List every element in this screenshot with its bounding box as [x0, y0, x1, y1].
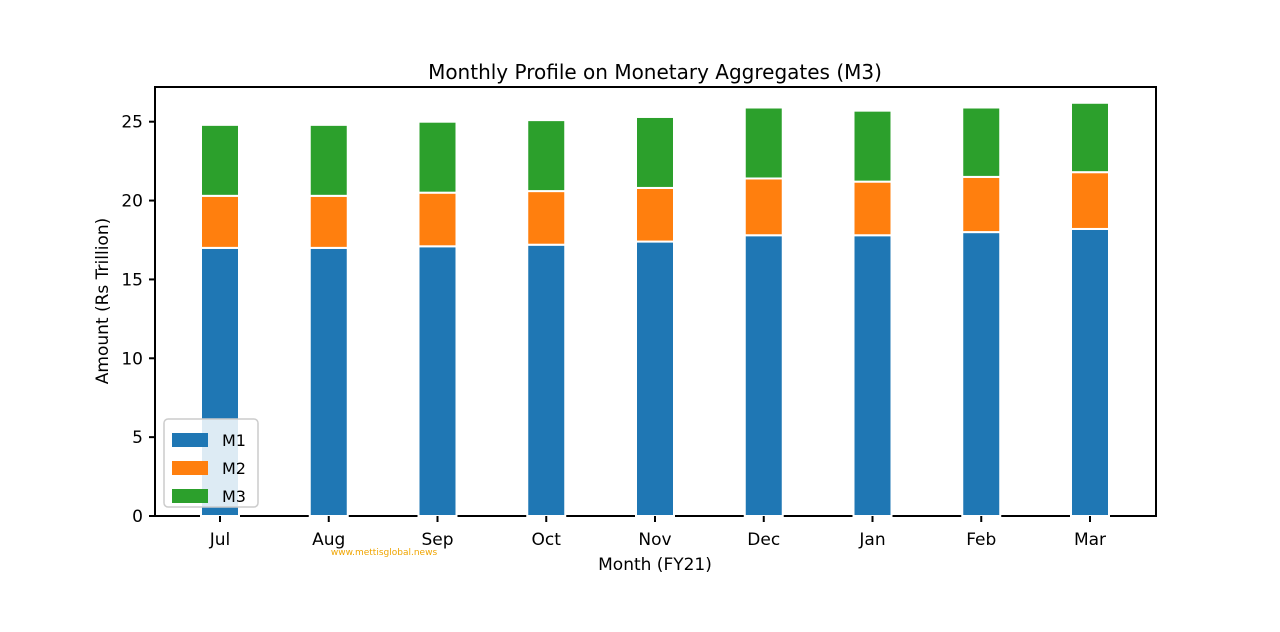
bar-m1-aug: [308, 246, 349, 517]
x-axis: Jul Aug Sep Oct Nov Dec Jan Feb Mar: [209, 516, 1106, 550]
x-tick-label: Jul: [209, 530, 231, 550]
y-tick-label: 10: [121, 349, 143, 369]
bar-m3-jul: [200, 123, 240, 197]
bar-m1-jan: [852, 234, 893, 517]
x-tick-label: Dec: [747, 530, 780, 550]
bar-m1-oct: [526, 243, 567, 517]
legend-swatch-m2: [172, 461, 208, 475]
legend-label-m3: M3: [222, 487, 246, 506]
y-tick-label: 25: [121, 113, 143, 133]
x-tick-label: Oct: [532, 530, 562, 550]
x-tick-label: Jan: [858, 530, 885, 550]
bar-m1-feb: [961, 231, 1002, 517]
bar-m3-mar: [1070, 101, 1110, 174]
bar-m3-sep: [417, 120, 458, 194]
bar-m3-jan: [852, 109, 893, 183]
x-tick-label: Nov: [638, 530, 671, 550]
x-tick-label: Feb: [966, 530, 996, 550]
bar-m2-dec: [743, 177, 784, 237]
y-tick-label: 15: [121, 270, 143, 290]
bar-m1-dec: [743, 234, 784, 517]
bar-m3-feb: [961, 106, 1002, 178]
chart-title: Monthly Profile on Monetary Aggregates (…: [428, 60, 882, 84]
x-tick-label: Sep: [421, 530, 453, 550]
bar-m2-jan: [852, 180, 893, 237]
bar-m1-sep: [417, 245, 458, 517]
bar-m3-dec: [743, 106, 784, 180]
y-tick-label: 20: [121, 192, 143, 212]
bar-m2-mar: [1070, 171, 1110, 230]
bar-m3-oct: [526, 119, 567, 193]
bar-m2-oct: [526, 190, 567, 246]
bar-m2-nov: [635, 186, 675, 243]
legend-label-m2: M2: [222, 459, 246, 478]
y-tick-label: 0: [132, 507, 143, 527]
legend-label-m1: M1: [222, 431, 246, 450]
bar-m2-aug: [308, 194, 349, 249]
legend: M1 M2 M3: [163, 418, 259, 508]
bar-m3-aug: [308, 123, 349, 197]
bar-m1-mar: [1070, 227, 1110, 518]
y-tick-label: 5: [132, 428, 143, 448]
legend-swatch-m1: [172, 433, 208, 447]
watermark: www.mettisglobal.news: [331, 548, 438, 558]
legend-swatch-m3: [172, 489, 208, 503]
x-tick-label: Aug: [312, 530, 345, 550]
bars-layer: [200, 101, 1110, 518]
bar-m1-nov: [635, 240, 675, 518]
bar-m3-nov: [635, 115, 675, 189]
bar-m2-sep: [417, 191, 458, 248]
x-axis-label: Month (FY21): [598, 555, 712, 575]
x-tick-label: Mar: [1074, 530, 1106, 550]
y-axis: 0 5 10 15 20 25: [121, 113, 155, 527]
bar-m2-jul: [200, 194, 240, 249]
y-axis-label: Amount (Rs Trillion): [93, 218, 113, 385]
bar-m2-feb: [961, 175, 1002, 234]
